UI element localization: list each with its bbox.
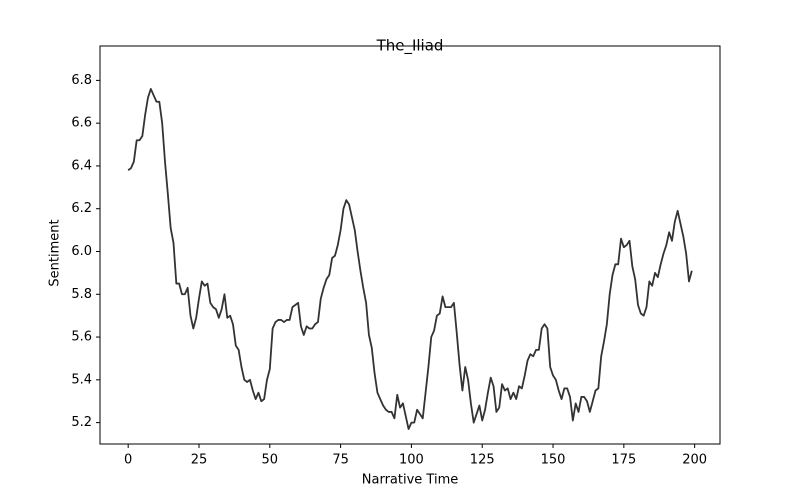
line (127, 88, 693, 430)
x-tick-label: 200 (682, 453, 707, 468)
y-axis-label: Sentiment (48, 219, 63, 286)
y-tick-label: 5.8 (71, 287, 92, 302)
x-tick-label: 175 (611, 453, 636, 468)
x-tick-label: 50 (262, 453, 279, 468)
y-tick-label: 6.6 (71, 116, 92, 131)
x-tick-label: 125 (470, 453, 495, 468)
y-tick-label: 5.4 (71, 372, 92, 387)
x-axis-label: Narrative Time (362, 473, 458, 488)
x-tick-label: 100 (399, 453, 424, 468)
y-tick-label: 6.8 (71, 73, 92, 88)
y-tick-label: 5.2 (71, 415, 92, 430)
x-tick-label: 75 (332, 453, 349, 468)
y-tick-label: 6.4 (71, 158, 92, 173)
x-tick-label: 25 (191, 453, 208, 468)
plot-frame (99, 45, 721, 445)
y-tick-label: 6.2 (71, 201, 92, 216)
y-tick-label: 5.6 (71, 330, 92, 345)
x-tick-label: 0 (124, 453, 132, 468)
y-tick-label: 6.0 (71, 244, 92, 259)
x-tick-label: 150 (541, 453, 566, 468)
